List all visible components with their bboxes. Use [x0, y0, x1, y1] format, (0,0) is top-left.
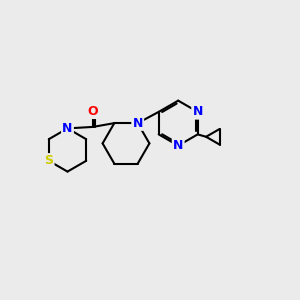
Text: N: N — [173, 139, 183, 152]
Text: N: N — [193, 105, 203, 119]
Text: N: N — [133, 117, 143, 130]
Text: N: N — [62, 122, 73, 135]
Text: S: S — [44, 154, 53, 167]
Text: O: O — [88, 105, 98, 118]
